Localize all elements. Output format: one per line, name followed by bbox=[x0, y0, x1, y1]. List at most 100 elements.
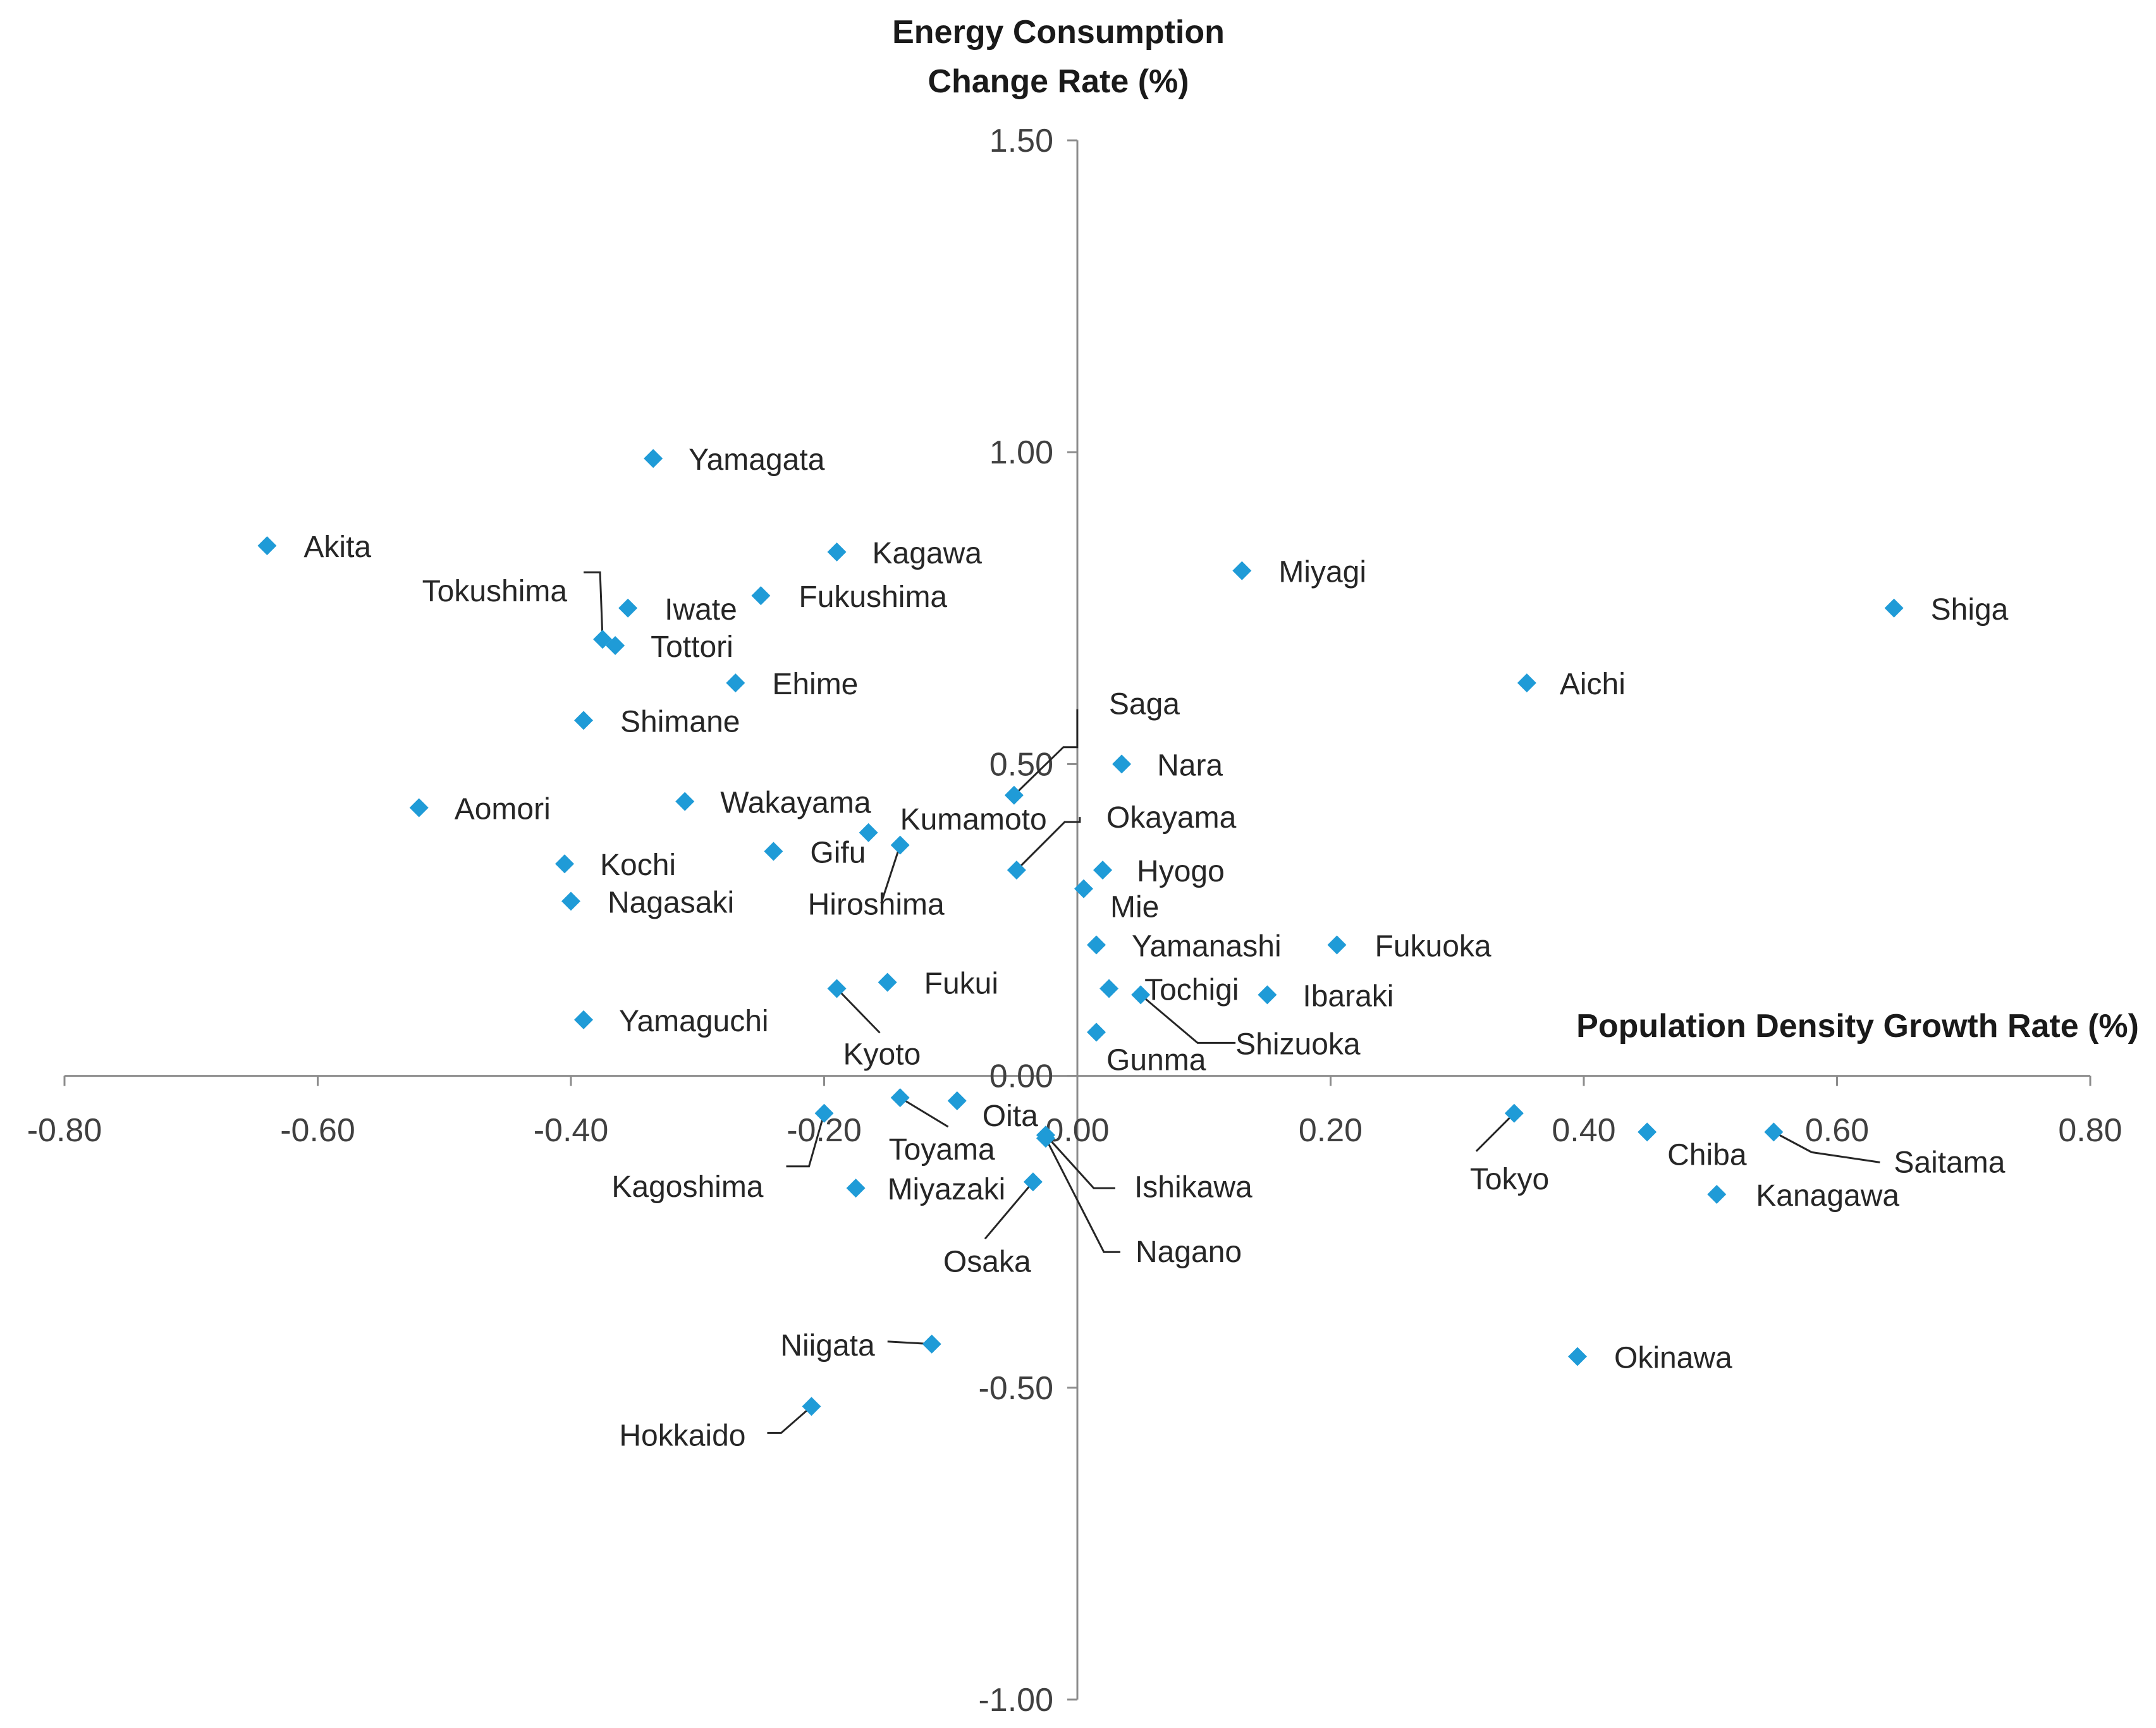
y-axis-title-line-1: Energy Consumption bbox=[892, 14, 1225, 51]
data-point bbox=[1036, 1129, 1055, 1148]
point-label: Mie bbox=[1110, 891, 1159, 924]
x-tick-label: -0.60 bbox=[280, 1112, 355, 1149]
data-point bbox=[1517, 673, 1536, 693]
data-point bbox=[1764, 1122, 1784, 1142]
point-label: Kanagawa bbox=[1756, 1179, 1899, 1213]
data-point bbox=[890, 835, 910, 855]
point-label: Tokyo bbox=[1470, 1163, 1549, 1196]
data-point bbox=[409, 798, 429, 818]
leader-line bbox=[1044, 1134, 1115, 1189]
point-label: Iwate bbox=[665, 593, 737, 627]
data-point bbox=[890, 1088, 910, 1108]
data-point bbox=[257, 536, 277, 556]
point-label: Yamaguchi bbox=[619, 1005, 769, 1038]
y-tick-label: 1.50 bbox=[989, 123, 1053, 159]
data-point bbox=[1093, 861, 1113, 880]
data-point bbox=[1131, 985, 1151, 1005]
leader-line bbox=[1013, 709, 1079, 796]
x-tick-label: -0.40 bbox=[534, 1112, 609, 1149]
point-label: Hiroshima bbox=[808, 888, 945, 922]
point-label: Shimane bbox=[620, 705, 740, 738]
point-label: Kyoto bbox=[843, 1038, 921, 1072]
point-label: Miyagi bbox=[1278, 556, 1366, 589]
data-point bbox=[947, 1091, 967, 1111]
data-point bbox=[1099, 979, 1119, 998]
x-tick-label: 0.40 bbox=[1552, 1112, 1615, 1149]
data-point bbox=[827, 542, 847, 562]
leader-lines bbox=[584, 571, 1880, 1434]
data-point bbox=[802, 1397, 821, 1416]
point-label: Shiga bbox=[1931, 593, 2009, 627]
point-label: Kagoshima bbox=[611, 1170, 763, 1204]
data-point bbox=[1112, 754, 1132, 774]
x-axis-title: Population Density Growth Rate (%) bbox=[1576, 1008, 2139, 1045]
data-points bbox=[257, 449, 1904, 1416]
leader-line bbox=[899, 1096, 949, 1128]
leader-line bbox=[1044, 1137, 1120, 1253]
data-point bbox=[814, 1103, 834, 1123]
data-point bbox=[675, 792, 695, 811]
point-label: Chiba bbox=[1667, 1138, 1747, 1172]
point-label: Fukuoka bbox=[1375, 929, 1491, 963]
data-point bbox=[1087, 1022, 1106, 1042]
y-tick-label: 0.00 bbox=[989, 1058, 1053, 1095]
data-point bbox=[726, 673, 745, 693]
point-label: Kagawa bbox=[873, 537, 983, 570]
x-tick-label: 0.60 bbox=[1805, 1112, 1869, 1149]
x-tick-label: 0.00 bbox=[1045, 1112, 1109, 1149]
point-label: Nagasaki bbox=[608, 886, 734, 919]
leader-line bbox=[1015, 817, 1081, 871]
point-label: Kochi bbox=[600, 849, 676, 882]
data-point bbox=[618, 598, 638, 618]
leader-line bbox=[1140, 994, 1236, 1044]
point-label: Ibaraki bbox=[1302, 979, 1393, 1013]
point-label: Akita bbox=[303, 530, 371, 564]
x-tick-label: -0.80 bbox=[27, 1112, 102, 1149]
point-label: Gunma bbox=[1106, 1044, 1206, 1077]
point-label: Wakayama bbox=[720, 787, 871, 820]
data-point bbox=[1504, 1103, 1524, 1123]
x-tick-label: 0.20 bbox=[1299, 1112, 1363, 1149]
data-point bbox=[922, 1334, 941, 1354]
point-label: Ishikawa bbox=[1134, 1170, 1253, 1204]
y-tick-label: -1.00 bbox=[978, 1682, 1053, 1719]
point-label: Tokushima bbox=[422, 575, 568, 608]
point-label: Hyogo bbox=[1137, 855, 1225, 888]
leader-line bbox=[984, 1181, 1034, 1240]
data-point bbox=[1258, 985, 1277, 1005]
point-label: Shizuoka bbox=[1235, 1027, 1361, 1061]
leader-line bbox=[584, 571, 604, 640]
leader-line bbox=[880, 845, 902, 904]
point-label: Okinawa bbox=[1614, 1341, 1732, 1375]
data-point bbox=[574, 1010, 594, 1029]
point-label: Niigata bbox=[780, 1329, 875, 1363]
point-label: Aichi bbox=[1560, 668, 1626, 701]
data-point bbox=[827, 979, 847, 998]
data-point bbox=[574, 711, 594, 730]
data-point bbox=[606, 635, 625, 655]
point-label: Nagano bbox=[1136, 1235, 1242, 1269]
data-point bbox=[878, 972, 897, 992]
data-point bbox=[1004, 785, 1024, 805]
point-label: Saitama bbox=[1894, 1146, 2005, 1179]
y-tick-label: 1.00 bbox=[989, 434, 1053, 471]
data-point bbox=[561, 892, 580, 911]
data-point bbox=[1638, 1122, 1657, 1142]
point-label: Miyazaki bbox=[888, 1173, 1006, 1206]
point-label: Toyama bbox=[889, 1133, 995, 1167]
x-tick-label: 0.80 bbox=[2058, 1112, 2122, 1149]
leader-line bbox=[836, 988, 881, 1034]
point-label: Hokkaido bbox=[619, 1419, 745, 1452]
point-label: Fukui bbox=[924, 967, 998, 1001]
leader-line bbox=[1475, 1112, 1515, 1152]
data-point bbox=[859, 823, 878, 842]
data-point bbox=[644, 449, 663, 469]
data-point bbox=[1023, 1172, 1043, 1192]
point-label: Tochigi bbox=[1144, 974, 1239, 1007]
data-point bbox=[1884, 598, 1904, 618]
point-label: Saga bbox=[1109, 688, 1180, 721]
data-point bbox=[1007, 861, 1026, 880]
point-label: Nara bbox=[1157, 749, 1223, 782]
leader-line bbox=[767, 1406, 812, 1434]
